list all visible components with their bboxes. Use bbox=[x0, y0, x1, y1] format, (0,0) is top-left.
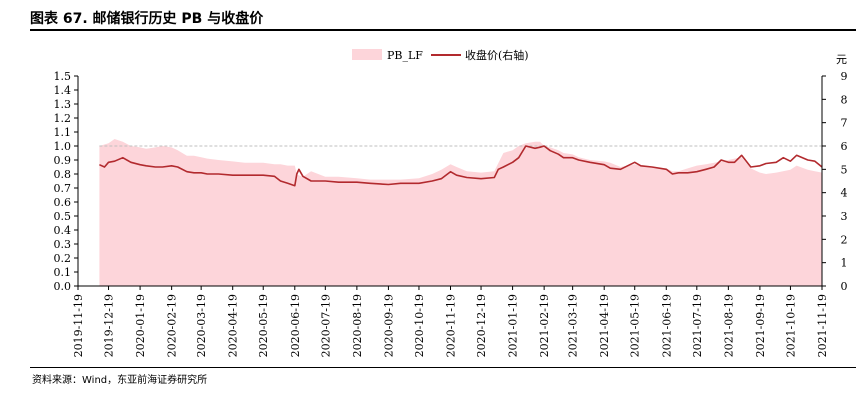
right-axis-tick-label: 7 bbox=[841, 117, 848, 130]
x-axis-tick-label: 2020-06-19 bbox=[289, 294, 302, 357]
right-axis-tick-label: 5 bbox=[841, 163, 848, 176]
x-axis-tick-label: 2021-06-19 bbox=[660, 294, 673, 357]
x-axis-tick-label: 2021-08-19 bbox=[722, 294, 735, 357]
source-note: 资料来源：Wind，东亚前海证券研究所 bbox=[32, 375, 208, 386]
left-axis-tick-label: 1.5 bbox=[54, 70, 72, 83]
left-axis-tick-label: 1.4 bbox=[54, 84, 72, 97]
right-axis-tick-label: 2 bbox=[841, 233, 848, 246]
x-axis: 2019-11-19 2019-12-19 2020-01-19 2020-02-19… bbox=[72, 285, 829, 357]
figure-title: 图表 67. 邮储银行历史 PB 与收盘价 bbox=[30, 11, 264, 27]
plot-area bbox=[99, 139, 823, 286]
x-axis-tick-label: 2019-11-19 bbox=[72, 294, 85, 357]
left-axis-tick-label: 0.2 bbox=[54, 252, 72, 265]
x-axis-tick-label: 2021-05-19 bbox=[629, 294, 642, 357]
chart-legend: PB_LF 收盘价(右轴) bbox=[352, 48, 529, 62]
right-axis-tick-label: 4 bbox=[841, 187, 848, 200]
right-axis-tick-label: 8 bbox=[841, 93, 848, 106]
left-axis-tick-label: 0.1 bbox=[54, 266, 72, 279]
price-line-series bbox=[99, 145, 823, 187]
right-axis-tick-label: 6 bbox=[841, 140, 848, 153]
x-axis-tick-label: 2020-01-19 bbox=[134, 294, 147, 357]
x-axis-tick-label: 2020-07-19 bbox=[319, 294, 332, 357]
left-axis-tick-label: 1.3 bbox=[54, 98, 72, 111]
left-axis-tick-label: 0.6 bbox=[54, 196, 72, 209]
footer-divider bbox=[30, 367, 856, 368]
x-axis-tick-label: 2020-04-19 bbox=[227, 294, 240, 357]
left-axis-tick-label: 0.5 bbox=[54, 210, 72, 223]
left-axis-tick-label: 0.7 bbox=[54, 182, 72, 195]
x-axis-tick-label: 2020-03-19 bbox=[195, 294, 208, 357]
x-axis-tick-label: 2021-07-19 bbox=[691, 294, 704, 357]
x-axis-tick-label: 2020-08-19 bbox=[351, 294, 364, 357]
x-axis-tick-label: 2020-05-19 bbox=[257, 294, 270, 357]
x-axis-tick-label: 2021-10-19 bbox=[784, 294, 797, 357]
right-axis: 0 1 2 3 4 5 6 7 8 9 bbox=[821, 70, 848, 293]
left-axis-tick-label: 0.3 bbox=[54, 238, 72, 251]
x-axis-tick-label: 2020-11-19 bbox=[445, 294, 458, 357]
x-axis-tick-label: 2020-02-19 bbox=[166, 294, 179, 357]
right-axis-tick-label: 1 bbox=[841, 257, 848, 270]
legend-pb-label: PB_LF bbox=[387, 49, 423, 62]
left-axis-tick-label: 0.9 bbox=[54, 154, 72, 167]
legend-pb-swatch bbox=[352, 49, 382, 60]
x-axis-tick-label: 2020-09-19 bbox=[382, 294, 395, 357]
x-axis-tick-label: 2021-11-19 bbox=[816, 294, 829, 357]
x-axis-tick-label: 2021-01-19 bbox=[507, 294, 520, 357]
x-axis-tick-label: 2021-02-19 bbox=[538, 294, 551, 357]
left-axis-tick-label: 1.0 bbox=[54, 140, 72, 153]
left-axis-tick-label: 1.1 bbox=[54, 126, 72, 139]
left-axis: 0.00.10.20.30.40.50.60.70.80.91.01.11.21… bbox=[54, 70, 79, 293]
x-axis-tick-label: 2019-12-19 bbox=[103, 294, 116, 357]
right-axis-tick-label: 0 bbox=[841, 280, 848, 293]
legend-price-label: 收盘价(右轴) bbox=[465, 48, 529, 62]
x-axis-tick-label: 2021-03-19 bbox=[567, 294, 580, 357]
left-axis-tick-label: 1.2 bbox=[54, 112, 72, 125]
left-axis-tick-label: 0.4 bbox=[54, 224, 72, 237]
x-axis-tick-label: 2021-09-19 bbox=[754, 294, 767, 357]
right-axis-tick-label: 9 bbox=[841, 70, 848, 83]
x-axis-tick-label: 2021-04-19 bbox=[598, 294, 611, 357]
right-axis-tick-label: 3 bbox=[841, 210, 848, 223]
left-axis-tick-label: 0.8 bbox=[54, 168, 72, 181]
x-axis-tick-label: 2020-12-19 bbox=[475, 294, 488, 357]
title-divider bbox=[30, 29, 856, 31]
x-axis-tick-label: 2020-10-19 bbox=[413, 294, 426, 357]
pb-area-series bbox=[99, 139, 822, 286]
right-axis-unit: 元 bbox=[836, 53, 847, 66]
left-axis-tick-label: 0.0 bbox=[54, 280, 72, 293]
